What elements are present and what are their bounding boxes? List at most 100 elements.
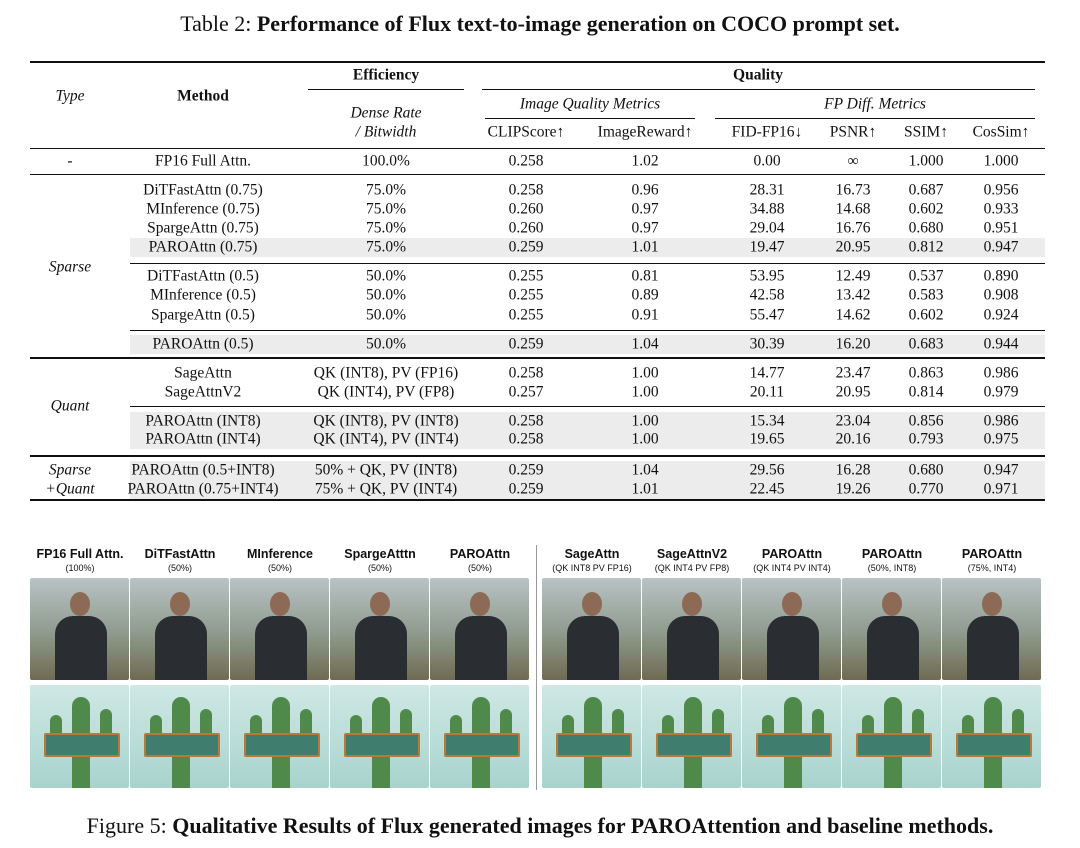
caption-text: Performance of Flux text-to-image genera… [256,11,900,36]
cell: 0.537 [908,267,944,285]
body [867,616,919,680]
cell: 22.45 [749,480,785,498]
cell: 1.00 [631,412,659,430]
cell: 16.76 [835,219,871,237]
cell: QK (INT8), PV (FP16) [313,364,459,382]
cell: 0.680 [908,461,944,479]
rule [30,61,1045,63]
cell: 14.68 [835,200,871,218]
cell: 0.97 [631,219,659,237]
cell: DiTFastAttn (0.75) [143,181,263,199]
cell: 0.975 [983,430,1019,448]
row-highlight [130,237,1045,257]
cell: 0.924 [983,306,1019,324]
cell: 0.258 [508,364,544,382]
image-note: (QK INT8 PV FP16) [552,563,632,573]
cell: 0.260 [508,219,544,237]
sign [44,733,120,757]
cell: 1.02 [631,152,659,170]
portrait-image [942,578,1041,680]
row-highlight [130,429,1045,449]
cell: 0.259 [508,461,544,479]
body [455,616,507,680]
cell: QK (INT4), PV (INT4) [313,430,459,448]
cell: 0.863 [908,364,944,382]
cell: 75% + QK, PV (INT4) [314,480,458,498]
cell: 23.04 [835,412,871,430]
cell: 0.951 [983,219,1019,237]
cell: PAROAttn (0.75+INT4) [127,480,279,498]
cell: 0.602 [908,200,944,218]
cell: 75.0% [365,181,407,199]
cell: 0.979 [983,383,1019,401]
cactus-image [30,685,129,788]
cell: 19.65 [749,430,785,448]
cell: PAROAttn (INT8) [145,412,261,430]
cell: 0.258 [508,181,544,199]
cell: 0.00 [753,152,781,170]
cell: MInference (0.75) [146,200,260,218]
head [982,592,1002,616]
cactus-image [942,685,1041,788]
cell: 29.56 [749,461,785,479]
cactus-image [230,685,329,788]
image-note: (QK INT4 PV INT4) [753,563,831,573]
body [767,616,819,680]
type-label: - [67,152,73,170]
cell: 0.890 [983,267,1019,285]
cactus-image [130,685,229,788]
header: Type [55,87,85,105]
cell: 0.793 [908,430,944,448]
row-highlight [130,334,1045,354]
image-note: (50%, INT8) [867,563,917,573]
body [355,616,407,680]
sign [656,733,732,757]
image-title: DiTFastAttn [144,547,216,561]
cell: 13.42 [835,286,871,304]
cell: 0.81 [631,267,659,285]
cell: SageAttn [174,364,232,382]
cell: 16.73 [835,181,871,199]
portrait-image [330,578,429,680]
cell: 0.259 [508,480,544,498]
head [470,592,490,616]
row-highlight [130,479,1045,499]
cell: 15.34 [749,412,785,430]
cell: 20.95 [835,238,871,256]
head [682,592,702,616]
cell: 75.0% [365,219,407,237]
figure-caption: Figure 5: Qualitative Results of Flux ge… [87,815,994,837]
cell: SageAttnV2 [164,383,242,401]
cell: 0.259 [508,238,544,256]
cactus-image [742,685,841,788]
body [967,616,1019,680]
column-header: FID-FP16↓ [731,123,803,141]
image-title: SageAttn [564,547,620,561]
cell: ∞ [847,152,859,170]
cell: 0.258 [508,430,544,448]
cell: 0.258 [508,152,544,170]
rule [30,499,1045,501]
cell: MInference (0.5) [150,286,256,304]
cell: 23.47 [835,364,871,382]
cell: 53.95 [749,267,785,285]
cell: 0.96 [631,181,659,199]
portrait-image [230,578,329,680]
cell: 0.255 [508,267,544,285]
column-header: CosSim↑ [972,123,1030,141]
body [155,616,207,680]
column-header: CLIPScore↑ [487,123,565,141]
divider [536,545,537,790]
cell: 19.26 [835,480,871,498]
head [882,592,902,616]
image-note: (50%) [267,563,293,573]
cactus-image [642,685,741,788]
body [255,616,307,680]
cell: PAROAttn (0.5) [152,335,254,353]
cell: 29.04 [749,219,785,237]
cell: 75.0% [365,238,407,256]
row-highlight [130,411,1045,431]
cell: PAROAttn (0.5+INT8) [131,461,275,479]
image-title: PAROAttn [761,547,823,561]
